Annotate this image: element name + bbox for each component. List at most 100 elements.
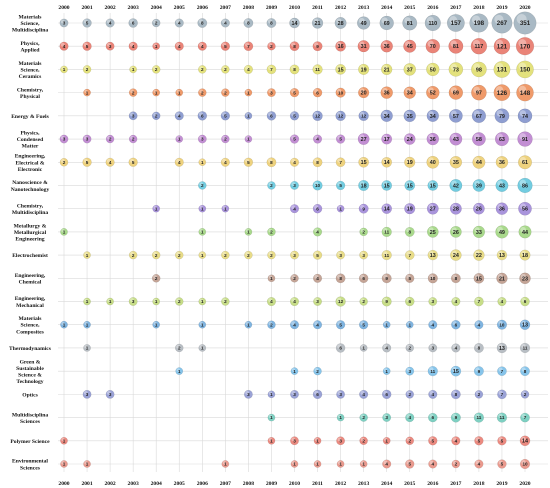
bubble-highlight	[498, 298, 503, 302]
bubble-value-label: 15	[476, 276, 482, 282]
bubble-highlight	[495, 62, 504, 71]
bubble-value-label: 4	[201, 44, 204, 49]
bubble-value-label: 36	[384, 44, 390, 50]
bubble-value-label: 2	[247, 253, 250, 258]
bubble-value-label: 11	[523, 346, 528, 351]
bubble-highlight	[290, 42, 296, 47]
bubble-value-label: 14	[292, 21, 298, 27]
year-label-bottom: 2005	[174, 481, 185, 487]
bubble-highlight	[405, 134, 411, 140]
bubble	[497, 459, 507, 469]
bubble	[83, 460, 91, 468]
bubble	[428, 297, 438, 306]
bubble-highlight	[358, 17, 365, 24]
bubble-value-label: 36	[384, 91, 390, 97]
bubble-value-label: 9	[362, 206, 365, 211]
bubble-value-label: 1	[178, 137, 181, 142]
bubble-value-label: 73	[453, 67, 459, 73]
bubble-value-label: 49	[499, 230, 505, 236]
bubble-highlight	[384, 321, 388, 326]
bubble-highlight	[520, 273, 526, 279]
bubble-highlight	[130, 112, 134, 117]
bubble-highlight	[222, 158, 226, 163]
bubble-highlight	[222, 89, 226, 94]
bubble-value-label: 4	[132, 44, 135, 49]
bubble-value-label: 13	[522, 323, 528, 329]
bubble-highlight	[268, 228, 273, 233]
bubble-highlight	[199, 205, 203, 210]
bubble	[175, 88, 184, 97]
bubble	[473, 412, 484, 423]
bubble-highlight	[521, 344, 526, 349]
bubble-highlight	[475, 413, 480, 419]
bubble-highlight	[268, 251, 273, 256]
bubble-highlight	[176, 251, 180, 256]
bubble-highlight	[245, 251, 250, 256]
bubble	[448, 85, 463, 100]
bubble-value-label: 157	[451, 20, 462, 27]
bubble-highlight	[495, 86, 504, 94]
bubble-value-label: 13	[430, 253, 436, 259]
bubble-value-label: 4	[455, 299, 458, 304]
bubble-value-label: 8	[270, 160, 273, 165]
bubble	[405, 366, 415, 376]
bubble-highlight	[291, 437, 296, 442]
bubble-value-label: 69	[453, 91, 459, 97]
bubble-value-label: 1	[247, 230, 250, 235]
bubble-value-label: 3	[293, 392, 296, 397]
bubble-highlight	[199, 66, 203, 70]
bubble-highlight	[245, 321, 249, 326]
bubble-value-label: 11	[384, 253, 389, 258]
bubble-value-label: 2	[362, 438, 365, 443]
bubble	[336, 413, 345, 422]
bubble-value-label: 28	[453, 207, 459, 213]
bubble-highlight	[451, 157, 457, 163]
bubble	[471, 108, 487, 123]
bubble-highlight	[405, 111, 411, 117]
bubble-highlight	[84, 252, 88, 256]
bubble-value-label: 7	[524, 415, 527, 420]
bubble	[151, 111, 161, 121]
bubble-highlight	[429, 367, 434, 372]
bubble	[82, 134, 92, 144]
bubble	[198, 320, 207, 329]
bubble-highlight	[61, 461, 65, 465]
bubble-highlight	[516, 14, 527, 25]
bubble-value-label: 170	[520, 43, 531, 50]
bubble	[494, 108, 510, 124]
bubble-value-label: 1	[316, 462, 319, 467]
bubble-value-label: 2	[224, 253, 227, 258]
year-label-bottom: 2012	[335, 481, 346, 487]
bubble	[494, 132, 509, 147]
bubble-highlight	[496, 133, 503, 140]
bubble-value-label: 1	[63, 67, 66, 72]
bubble-value-label: 11	[430, 369, 435, 374]
bubble-value-label: 36	[430, 137, 436, 143]
bubble	[266, 64, 277, 75]
bubble	[495, 225, 509, 239]
bubble	[129, 65, 137, 74]
bubble-highlight	[452, 321, 457, 326]
bubble	[426, 85, 440, 100]
bubble	[404, 133, 416, 145]
bubble-value-label: 8	[478, 346, 481, 351]
bubble	[336, 436, 345, 446]
bubble	[448, 38, 464, 54]
bubble-value-label: 97	[476, 91, 482, 97]
bubble-highlight	[429, 460, 434, 465]
bubble-highlight	[360, 437, 365, 442]
bubble-highlight	[337, 344, 342, 349]
bubble-value-label: 21	[315, 21, 321, 27]
bubble-highlight	[405, 64, 411, 71]
bubble-highlight	[518, 85, 527, 94]
bubble-highlight	[291, 158, 296, 163]
bubble-highlight	[383, 297, 388, 303]
bubble-highlight	[452, 367, 457, 372]
bubble	[405, 459, 415, 469]
bubble	[82, 389, 92, 399]
bubble	[289, 134, 300, 144]
category-label: Optics	[22, 392, 38, 398]
bubble	[359, 460, 368, 468]
bubble-highlight	[498, 460, 503, 465]
bubble-value-label: 7	[339, 160, 342, 165]
